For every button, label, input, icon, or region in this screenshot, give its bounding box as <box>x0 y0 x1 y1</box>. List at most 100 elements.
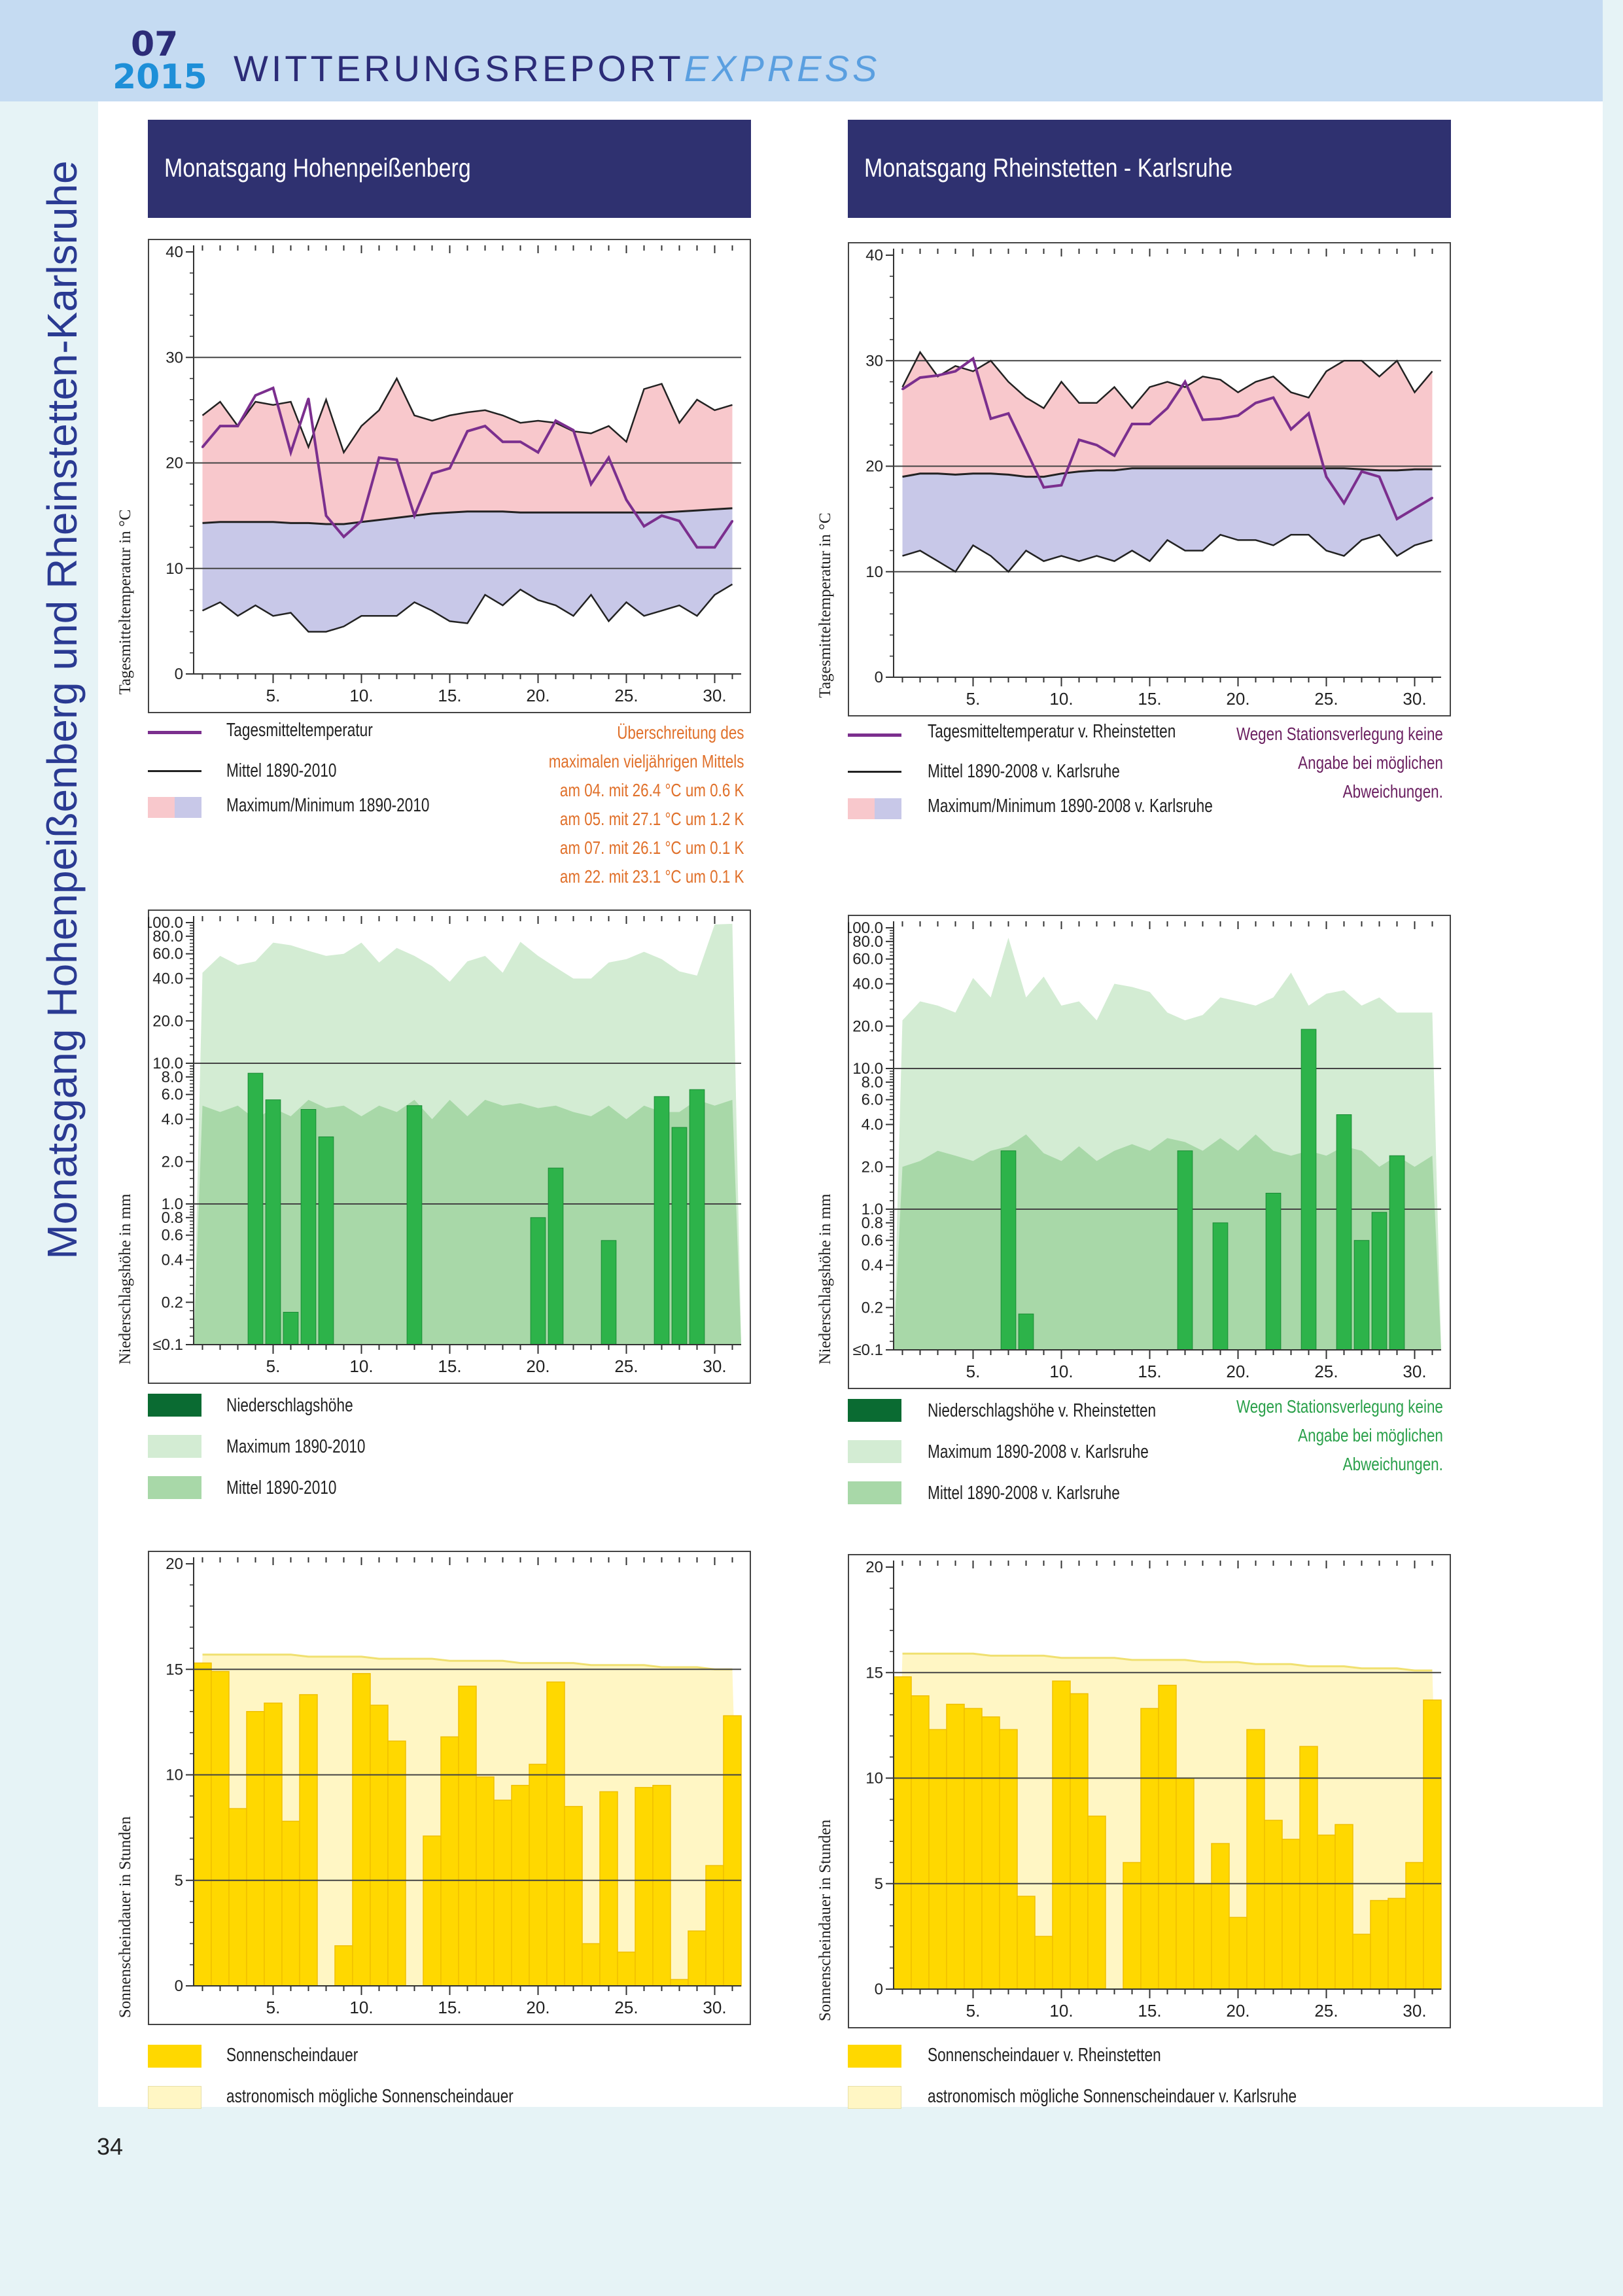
precip-bar <box>689 1089 705 1345</box>
precip-bar <box>318 1136 334 1345</box>
temperature-point <box>290 451 292 453</box>
sunshine-bar <box>1405 1862 1424 1990</box>
side-title: Monatsgang Hohenpeißenberg und Rheinstet… <box>39 160 86 1260</box>
legend-swatch-sun <box>848 2045 901 2068</box>
y-tick-label: ≤0.1 <box>152 1336 183 1354</box>
sunshine-bar <box>928 1729 947 1990</box>
sunshine-bar <box>635 1787 654 1987</box>
chart-svg: ≤0.1 0.2 0.4 0.60.81.0 2.0 4.0 6.08.010.0 20.0 4… <box>848 915 1451 1389</box>
temperature-point <box>1060 484 1062 487</box>
x-tick-label: 10. <box>349 686 373 705</box>
y-tick-label: 4.0 <box>162 1111 183 1129</box>
sunshine-bar <box>1423 1699 1442 1990</box>
y-tick-label: 80.0 <box>852 933 883 951</box>
sunshine-bar <box>299 1694 318 1987</box>
sunshine-bar <box>246 1711 265 1987</box>
sunshine-bar <box>999 1729 1018 1990</box>
min-band <box>902 468 1433 572</box>
x-tick-label: 15. <box>1138 1362 1161 1381</box>
sunshine-bar <box>1317 1834 1336 1990</box>
precip-bar <box>300 1108 317 1345</box>
precip-bar <box>654 1096 670 1345</box>
temp-note-rheinstetten: Wegen Stationsverlegung keine Angabe bei… <box>1236 724 1443 802</box>
temperature-point <box>954 370 956 372</box>
y-tick-label: 0.2 <box>162 1294 183 1311</box>
y-tick-label: 40 <box>865 247 883 264</box>
temperature-point <box>431 472 433 475</box>
temperature-point <box>484 425 486 427</box>
precip-bar <box>1353 1240 1370 1351</box>
legend-swatch-precip-max <box>848 1440 901 1463</box>
legend-label: Sonnenscheindauer <box>226 2045 358 2066</box>
temperature-point <box>537 451 539 453</box>
chart-svg: 0 10 20 30 40 5. 10. 15. 20. 25. 30. <box>148 239 751 713</box>
precip-note-rheinstetten: Wegen Stationsverlegung keine Angabe bei… <box>1236 1396 1443 1474</box>
max-band <box>202 378 733 525</box>
x-tick-label: 30. <box>703 1356 726 1376</box>
x-tick-label: 25. <box>614 686 638 705</box>
x-tick-label: 25. <box>1314 689 1338 709</box>
sunshine-bar <box>670 1979 689 1987</box>
y-tick-label: 10 <box>865 563 883 581</box>
temperature-point <box>272 387 274 389</box>
sunshine-bar <box>1034 1935 1053 1990</box>
temperature-point <box>1414 507 1416 510</box>
chart-svg: 0 5 10 15 20 5. 10. 15. 20. 25. 30. <box>848 1554 1451 2028</box>
y-tick-label: 80.0 <box>152 928 183 945</box>
legend-label: Maximum/Minimum 1890-2008 v. Karlsruhe <box>928 796 1213 817</box>
y-tick-label: 6.0 <box>162 1086 183 1104</box>
legend-swatch-sun-astro <box>148 2086 201 2109</box>
legend-label: Mittel 1890-2008 v. Karlsruhe <box>928 1483 1120 1504</box>
sunshine-bar <box>599 1791 618 1987</box>
temperature-point <box>1396 518 1398 520</box>
sunshine-bar <box>1282 1839 1300 1990</box>
y-tick-label: 40.0 <box>852 976 883 993</box>
sunshine-bar <box>1299 1746 1318 1990</box>
issue-year: 2015 <box>113 58 207 97</box>
temperature-point <box>519 440 521 443</box>
y-tick-label: 20 <box>865 1559 883 1576</box>
x-tick-label: 10. <box>349 1998 373 2017</box>
sun-ylabel-rheinstetten: Sonnenscheindauer in Stunden <box>816 1819 834 2022</box>
x-tick-label: 5. <box>266 1998 281 2017</box>
sunshine-bar <box>228 1808 247 1987</box>
temperature-point <box>1166 407 1168 410</box>
temperature-point <box>625 499 627 501</box>
x-tick-label: 25. <box>614 1998 638 2017</box>
legend-swatch-precip-mean <box>148 1476 201 1499</box>
x-tick-label: 10. <box>1049 2001 1073 2021</box>
temperature-point <box>1431 497 1433 499</box>
legend-label: Tagesmitteltemperatur v. Rheinstetten <box>928 721 1176 742</box>
y-tick-label: 1.0 <box>162 1195 183 1213</box>
sunshine-bar <box>652 1784 671 1987</box>
y-tick-label: 15 <box>865 1664 883 1682</box>
temperature-point <box>1078 438 1080 441</box>
sunshine-bar <box>1193 1883 1212 1990</box>
sunshine-bar <box>723 1715 742 1987</box>
temperature-point <box>1308 412 1310 415</box>
x-tick-label: 10. <box>1049 1362 1073 1381</box>
page-number: 34 <box>97 2133 124 2160</box>
legend-label: Niederschlagshöhe v. Rheinstetten <box>928 1400 1157 1421</box>
sunshine-bar <box>387 1740 406 1987</box>
y-tick-label: 30 <box>865 352 883 370</box>
legend-swatch-mean <box>148 770 201 772</box>
legend-label: Sonnenscheindauer v. Rheinstetten <box>928 2045 1161 2066</box>
sunshine-bar <box>264 1703 283 1987</box>
temp-ylabel-hohenpeissenberg: Tagesmitteltemperatur in °C <box>116 509 134 695</box>
sun-ylabel-hohenpeissenberg: Sonnenscheindauer in Stunden <box>116 1816 134 2019</box>
sunshine-bar <box>1087 1815 1106 1990</box>
temperature-point <box>678 520 680 522</box>
y-tick-label: 8.0 <box>862 1074 883 1091</box>
precip-bar <box>530 1217 546 1345</box>
max-line <box>901 350 1433 410</box>
temperature-point <box>572 429 574 432</box>
legend-swatch-max <box>848 798 875 819</box>
temperature-point <box>449 467 451 470</box>
y-tick-label: ≤0.1 <box>852 1341 883 1359</box>
sunshine-chart-rheinstetten: 0 5 10 15 20 5. 10. 15. 20. 25. 30. <box>848 1554 1451 2028</box>
x-tick-label: 15. <box>1138 2001 1161 2021</box>
y-tick-label: 0 <box>875 669 883 686</box>
y-tick-label: 4.0 <box>862 1116 883 1134</box>
y-tick-label: 10.0 <box>152 1055 183 1072</box>
